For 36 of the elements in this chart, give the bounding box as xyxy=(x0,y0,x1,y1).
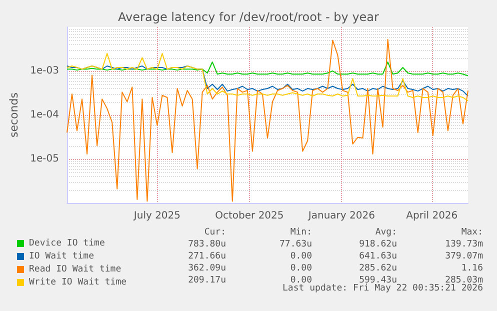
text: 209.17u xyxy=(188,276,226,286)
legend-label: IO Wait time xyxy=(29,252,94,262)
text: 1.16 xyxy=(461,264,484,274)
text: 0.00 xyxy=(290,264,312,274)
legend-label: Device IO time xyxy=(29,238,105,248)
text: 0.00 xyxy=(290,252,312,262)
text: Avg: xyxy=(375,228,398,238)
x-tick-label: July 2025 xyxy=(132,210,181,222)
text: 285.62u xyxy=(359,264,398,274)
text: 362.09u xyxy=(188,264,226,274)
text: Last update: Fri May 22 00:35:21 2026 xyxy=(282,284,483,294)
legend-label: Read IO Wait time xyxy=(29,264,122,274)
y-tick-label: 1e-03 xyxy=(30,66,59,76)
text: 0.00 xyxy=(290,276,312,286)
line-series xyxy=(66,62,468,76)
text: 599.43u xyxy=(359,276,398,286)
chart-title: Average latency for /dev/root/root - by year xyxy=(118,10,380,24)
text: Min: xyxy=(290,228,312,238)
x-tick-label: April 2026 xyxy=(406,210,458,222)
text: 271.66u xyxy=(188,252,226,262)
x-tick-label: October 2025 xyxy=(215,210,284,222)
text: Cur: xyxy=(204,228,226,238)
line-series xyxy=(66,52,468,102)
y-axis-title: seconds xyxy=(7,92,20,138)
x-tick-label: January 2026 xyxy=(307,210,375,222)
text: 641.63u xyxy=(359,252,398,262)
y-tick-label: 1e-04 xyxy=(30,110,59,120)
text: 918.62u xyxy=(359,240,398,250)
text: Max: xyxy=(461,228,484,238)
legend-label: Write IO Wait time xyxy=(29,278,127,288)
text: 139.73m xyxy=(445,240,484,250)
text: 379.07m xyxy=(445,252,484,262)
y-tick-label: 1e-05 xyxy=(30,154,59,164)
text: 285.03m xyxy=(445,276,484,286)
text: 783.80u xyxy=(188,240,226,250)
text: 77.63u xyxy=(279,240,312,250)
